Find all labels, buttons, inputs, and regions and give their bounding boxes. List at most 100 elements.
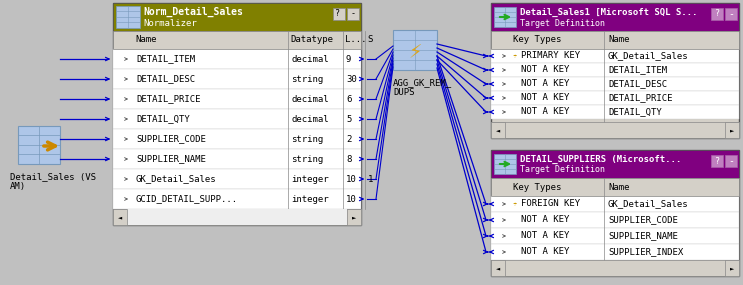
Text: integer: integer [291, 194, 328, 203]
Text: ◄: ◄ [496, 265, 500, 271]
Text: NOT A KEY: NOT A KEY [521, 107, 569, 117]
Text: decimal: decimal [291, 54, 328, 64]
Bar [491, 77, 739, 91]
Text: SUPPLIER_INDEX: SUPPLIER_INDEX [608, 247, 684, 256]
Bar [113, 49, 361, 69]
Text: GK_Detail_Sales: GK_Detail_Sales [136, 174, 217, 184]
Bar [127, 209, 347, 225]
Bar [491, 228, 739, 244]
Text: DETAIL_DESC: DETAIL_DESC [136, 74, 195, 84]
Text: ☂: ☂ [513, 53, 517, 59]
Bar [113, 3, 361, 31]
Text: 30: 30 [346, 74, 357, 84]
Bar [491, 244, 739, 260]
Bar [113, 149, 361, 169]
Text: L...: L... [345, 36, 366, 44]
Bar [491, 31, 739, 49]
Text: Key Types: Key Types [513, 182, 562, 192]
Bar [491, 196, 739, 212]
Bar [491, 3, 739, 31]
Text: DETAIL_SUPPLIERS (Microsoft...: DETAIL_SUPPLIERS (Microsoft... [520, 154, 681, 164]
Text: PRIMARY KEY: PRIMARY KEY [521, 52, 580, 60]
Text: SUPPLIER_CODE: SUPPLIER_CODE [608, 215, 678, 225]
Bar [491, 260, 739, 276]
Text: NOT A KEY: NOT A KEY [521, 231, 569, 241]
Bar [491, 122, 739, 138]
Text: 8: 8 [346, 154, 351, 164]
Text: ►: ► [352, 214, 356, 220]
Text: 6: 6 [346, 95, 351, 103]
Text: ☂: ☂ [513, 201, 517, 207]
Text: integer: integer [291, 174, 328, 184]
Text: ?: ? [334, 9, 340, 19]
Text: Detail_Sales1 [Microsoft SQL S...: Detail_Sales1 [Microsoft SQL S... [520, 7, 698, 17]
Bar [491, 212, 739, 228]
Text: NOT A KEY: NOT A KEY [521, 66, 569, 74]
Text: ◄: ◄ [118, 214, 122, 220]
Text: DETAIL_PRICE: DETAIL_PRICE [136, 95, 201, 103]
Bar [347, 8, 359, 20]
Text: string: string [291, 135, 323, 144]
Text: string: string [291, 154, 323, 164]
Text: NOT A KEY: NOT A KEY [521, 93, 569, 103]
Bar [491, 122, 505, 138]
Text: GCID_DETAIL_SUPP...: GCID_DETAIL_SUPP... [136, 194, 238, 203]
Text: GK_Detail_Sales: GK_Detail_Sales [608, 52, 689, 60]
Text: ?: ? [715, 156, 719, 166]
Bar [113, 189, 361, 209]
Text: 10: 10 [346, 194, 357, 203]
Bar [113, 109, 361, 129]
Bar [725, 260, 739, 276]
Bar [494, 154, 516, 174]
Text: 10: 10 [346, 174, 357, 184]
Text: ►: ► [730, 127, 734, 133]
Text: Datatype: Datatype [290, 36, 333, 44]
Bar [725, 122, 739, 138]
Text: GK_Detail_Sales: GK_Detail_Sales [608, 200, 689, 209]
Text: DETAIL_PRICE: DETAIL_PRICE [608, 93, 672, 103]
Bar [113, 3, 361, 225]
Text: string: string [291, 74, 323, 84]
Text: 5: 5 [346, 115, 351, 123]
Text: ⚡: ⚡ [409, 41, 422, 61]
Bar [491, 150, 739, 178]
Text: ►: ► [730, 265, 734, 271]
Text: SUPPLIER_CODE: SUPPLIER_CODE [136, 135, 206, 144]
Text: -: - [351, 9, 355, 19]
Bar [18, 126, 60, 164]
Bar [113, 169, 361, 189]
Text: DETAIL_QTY: DETAIL_QTY [136, 115, 189, 123]
Text: DETAIL_ITEM: DETAIL_ITEM [136, 54, 195, 64]
Bar [491, 105, 739, 119]
Text: SUPPLIER_NAME: SUPPLIER_NAME [608, 231, 678, 241]
Text: Target Definition: Target Definition [520, 19, 605, 27]
Text: 2: 2 [346, 135, 351, 144]
Text: Name: Name [135, 36, 157, 44]
Bar [491, 260, 505, 276]
Bar [711, 8, 723, 20]
Text: Detail_Sales (VS
AM): Detail_Sales (VS AM) [10, 172, 96, 192]
Bar [113, 31, 361, 49]
Text: Norm_Detail_Sales: Norm_Detail_Sales [143, 7, 243, 17]
Bar [725, 155, 737, 167]
Bar [725, 8, 737, 20]
Text: Target Definition: Target Definition [520, 166, 605, 174]
Bar [491, 49, 739, 63]
Text: NOT A KEY: NOT A KEY [521, 80, 569, 89]
Text: DETAIL_ITEM: DETAIL_ITEM [608, 66, 667, 74]
Bar [113, 89, 361, 109]
Text: 1: 1 [368, 174, 374, 184]
Text: Key Types: Key Types [513, 36, 562, 44]
Bar [113, 129, 361, 149]
Bar [711, 155, 723, 167]
Bar [113, 209, 127, 225]
Text: NOT A KEY: NOT A KEY [521, 247, 569, 256]
Bar [113, 209, 361, 225]
Text: DETAIL_QTY: DETAIL_QTY [608, 107, 662, 117]
Bar [393, 30, 437, 70]
Bar [491, 150, 739, 276]
Text: ?: ? [715, 9, 719, 19]
Bar [333, 8, 345, 20]
Text: -: - [728, 9, 734, 19]
Bar [116, 6, 140, 28]
